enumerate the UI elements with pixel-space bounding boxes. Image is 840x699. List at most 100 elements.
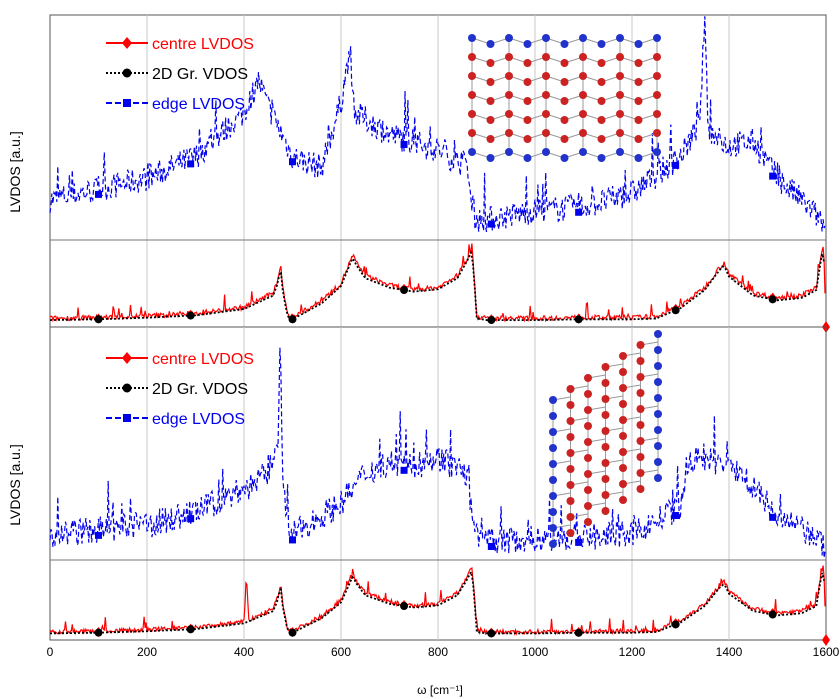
series-line-centre-lvdos (49, 243, 826, 323)
lattice-atom (468, 148, 476, 156)
lattice-atom (549, 444, 557, 452)
legend-marker (123, 414, 131, 422)
lattice-atom (654, 474, 662, 482)
lattice-atom (636, 453, 645, 461)
data-point (822, 634, 830, 646)
x-tick-label: 200 (137, 645, 157, 659)
data-point (186, 625, 195, 634)
lattice-atom (584, 518, 592, 526)
data-point (574, 628, 583, 637)
data-point (288, 628, 297, 637)
legend-label: edge LVDOS (152, 411, 245, 428)
data-point (768, 610, 777, 619)
lattice-atom (584, 502, 592, 510)
data-point (186, 311, 195, 320)
x-axis-label: ω [cm⁻¹] (417, 683, 463, 697)
lattice-atom (653, 72, 661, 80)
data-point (769, 513, 777, 521)
data-point (487, 629, 496, 638)
lattice-atom (619, 352, 627, 360)
lattice-atom (549, 460, 557, 468)
lattice-atom (616, 72, 624, 80)
lattice-atom (579, 34, 587, 42)
lattice-atom (549, 492, 557, 500)
lattice-atom (566, 481, 575, 489)
x-tick-label: 1200 (619, 645, 646, 659)
lattice-atom (523, 78, 532, 86)
lattice-atom (549, 524, 557, 532)
lattice-atom (601, 379, 610, 387)
lattice-atom (634, 78, 643, 86)
lattice-atom (616, 148, 624, 156)
lattice-atom (636, 469, 645, 477)
lattice-atom (486, 78, 495, 86)
lattice-atom (619, 416, 627, 424)
data-point (95, 190, 102, 198)
lattice-atom (542, 148, 550, 156)
lattice-atom (619, 496, 627, 504)
series-line-2d-gr-vdos (49, 249, 825, 321)
lattice-atom (654, 330, 662, 338)
x-tick-label: 1400 (716, 645, 743, 659)
data-point (575, 208, 583, 216)
lattice-atom (653, 148, 661, 156)
legend-marker (122, 68, 132, 78)
top-lattice-inset (468, 34, 661, 162)
lattice-atom (654, 394, 662, 402)
lattice-atom (634, 116, 643, 124)
lattice-atom (579, 53, 587, 61)
lattice-atom (468, 110, 476, 118)
lattice-atom (549, 412, 557, 420)
top-y-axis-label: LVDOS [a.u.] (7, 131, 23, 212)
lattice-atom (654, 346, 662, 354)
lattice-atom (654, 410, 662, 418)
data-point (487, 220, 495, 228)
legend-label: 2D Gr. VDOS (152, 381, 248, 398)
lattice-atom (597, 59, 606, 67)
data-point (289, 536, 296, 544)
lattice-atom (636, 405, 645, 413)
lattice-atom (597, 97, 606, 105)
lattice-atom (654, 442, 662, 450)
lattice-atom (468, 53, 476, 61)
lattice-atom (579, 129, 587, 137)
data-point (400, 140, 408, 148)
lattice-atom (601, 411, 610, 419)
data-point (487, 316, 496, 325)
x-tick-label: 1000 (522, 645, 549, 659)
lattice-atom (584, 470, 592, 478)
lattice-atom (542, 129, 550, 137)
data-point (187, 515, 195, 523)
lattice-atom (486, 154, 495, 162)
lattice-atom (468, 72, 476, 80)
series-line-2d-gr-vdos (50, 569, 825, 635)
lattice-atom (616, 110, 624, 118)
lattice-atom (619, 368, 627, 376)
lattice-atom (584, 390, 592, 398)
data-point (400, 602, 409, 611)
lattice-atom (566, 417, 575, 425)
lattice-atom (549, 508, 557, 516)
legend-marker (123, 99, 131, 107)
lattice-atom (634, 59, 643, 67)
lattice-atom (560, 97, 569, 105)
legend-marker (122, 383, 132, 393)
lattice-atom (654, 458, 662, 466)
lattice-atom (523, 59, 532, 67)
lattice-atom (619, 432, 627, 440)
legend-marker (122, 37, 132, 49)
lattice-atom (654, 378, 662, 386)
bottom-lattice-inset (549, 330, 662, 548)
lattice-atom (505, 91, 513, 99)
data-point (769, 172, 777, 180)
lattice-atom (584, 486, 592, 494)
data-point (487, 542, 495, 550)
x-tick-label: 400 (234, 645, 254, 659)
lattice-atom (653, 53, 661, 61)
lattice-atom (549, 428, 557, 436)
lattice-atom (505, 110, 513, 118)
data-point (95, 531, 102, 539)
lattice-atom (619, 480, 627, 488)
lattice-atom (579, 72, 587, 80)
